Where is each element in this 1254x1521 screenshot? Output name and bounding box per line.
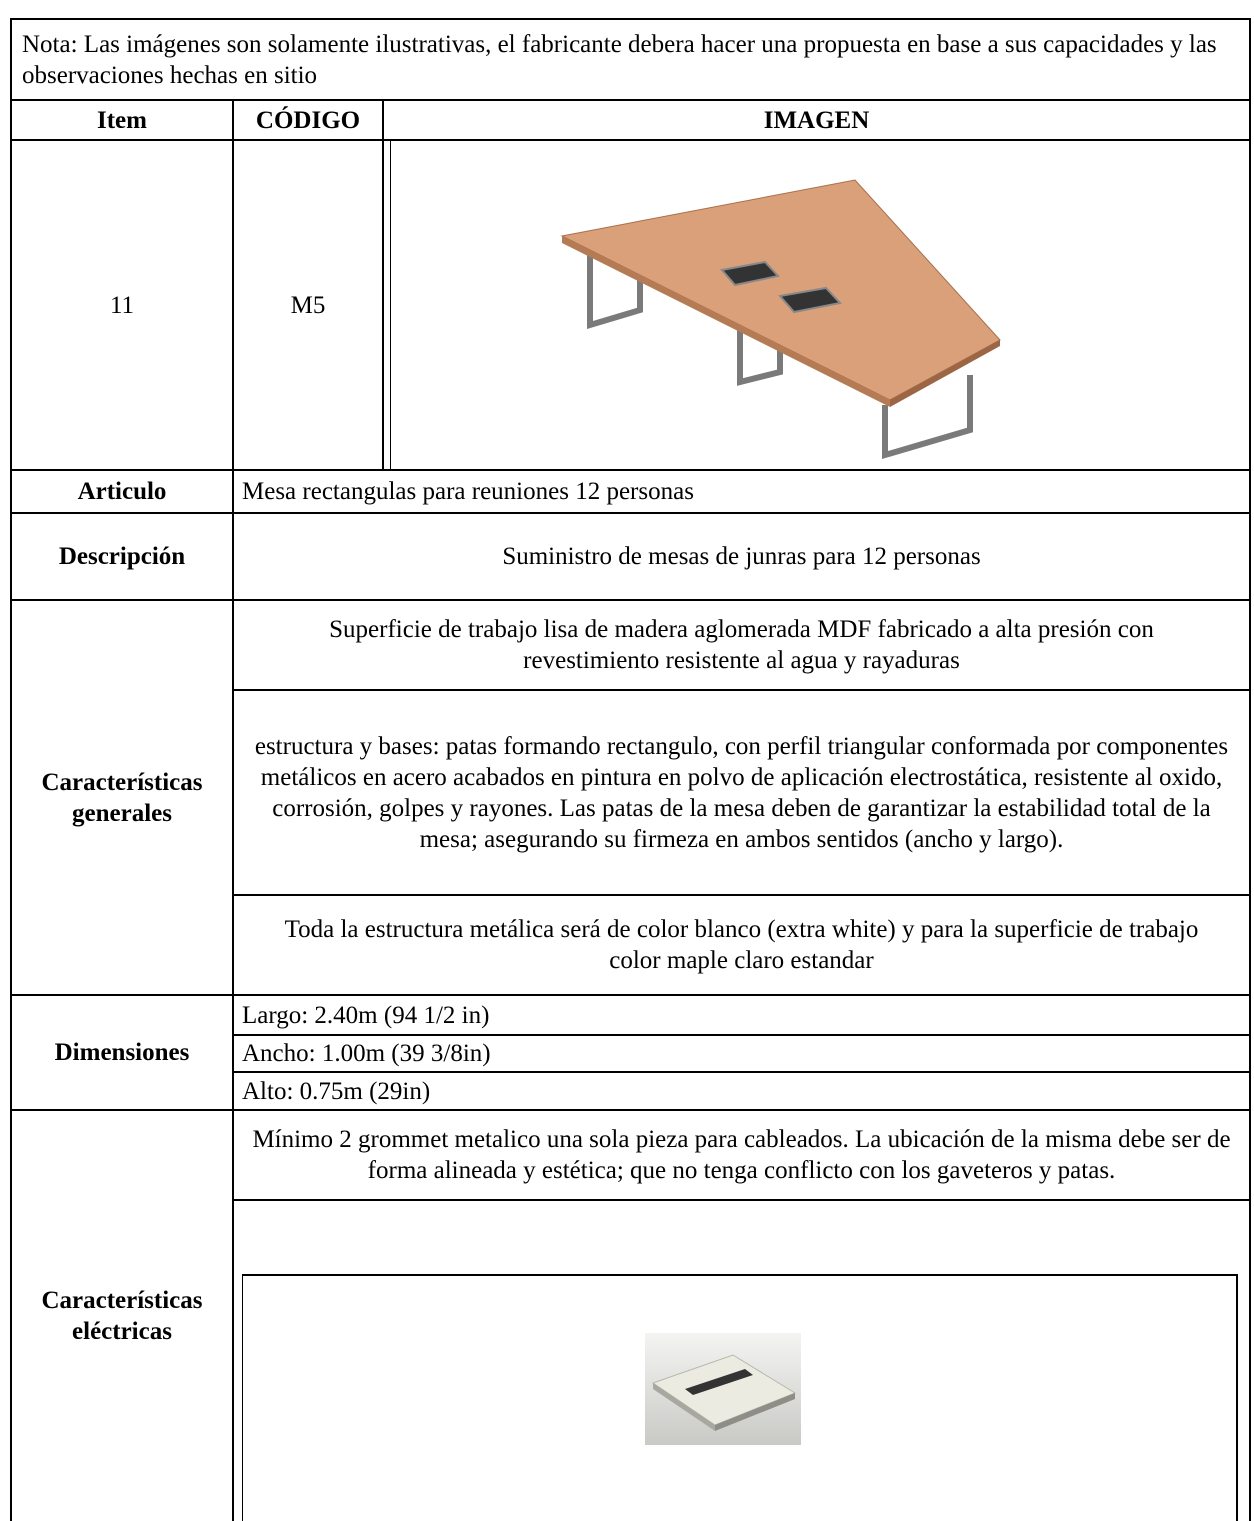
electricas-text: Mínimo 2 grommet metalico una sola pieza… xyxy=(252,1126,1231,1184)
dimension: Alto: 0.75m (29in) xyxy=(242,1077,431,1105)
dimension: Largo: 2.40m (94 1/2 in) xyxy=(242,1001,490,1029)
electricas-label: Características eléctricas xyxy=(41,1287,203,1345)
item-code: M5 xyxy=(290,291,326,319)
generales-item: Superficie de trabajo lisa de madera agl… xyxy=(329,616,1154,674)
descripcion-label: Descripción xyxy=(58,543,186,570)
descripcion-value: Suministro de mesas de junras para 12 pe… xyxy=(502,543,981,570)
articulo-value: Mesa rectangulas para reuniones 12 perso… xyxy=(242,478,694,505)
dimension: Ancho: 1.00m (39 3/8in) xyxy=(242,1040,491,1067)
note: Nota: Las imágenes son solamente ilustra… xyxy=(22,30,1217,89)
header-imagen: IMAGEN xyxy=(763,106,870,134)
header-item: Item xyxy=(97,106,147,134)
generales-label: Características generales xyxy=(41,768,203,827)
grommet-image xyxy=(645,1333,801,1445)
generales-item: estructura y bases: patas formando recta… xyxy=(254,732,1229,853)
item-number: 11 xyxy=(109,291,135,319)
generales-item: Toda la estructura metálica será de colo… xyxy=(284,916,1199,974)
table-image xyxy=(560,179,1001,460)
dimensiones-label: Dimensiones xyxy=(54,1039,190,1066)
articulo-label: Articulo xyxy=(77,478,167,505)
header-codigo: CÓDIGO xyxy=(255,106,361,134)
